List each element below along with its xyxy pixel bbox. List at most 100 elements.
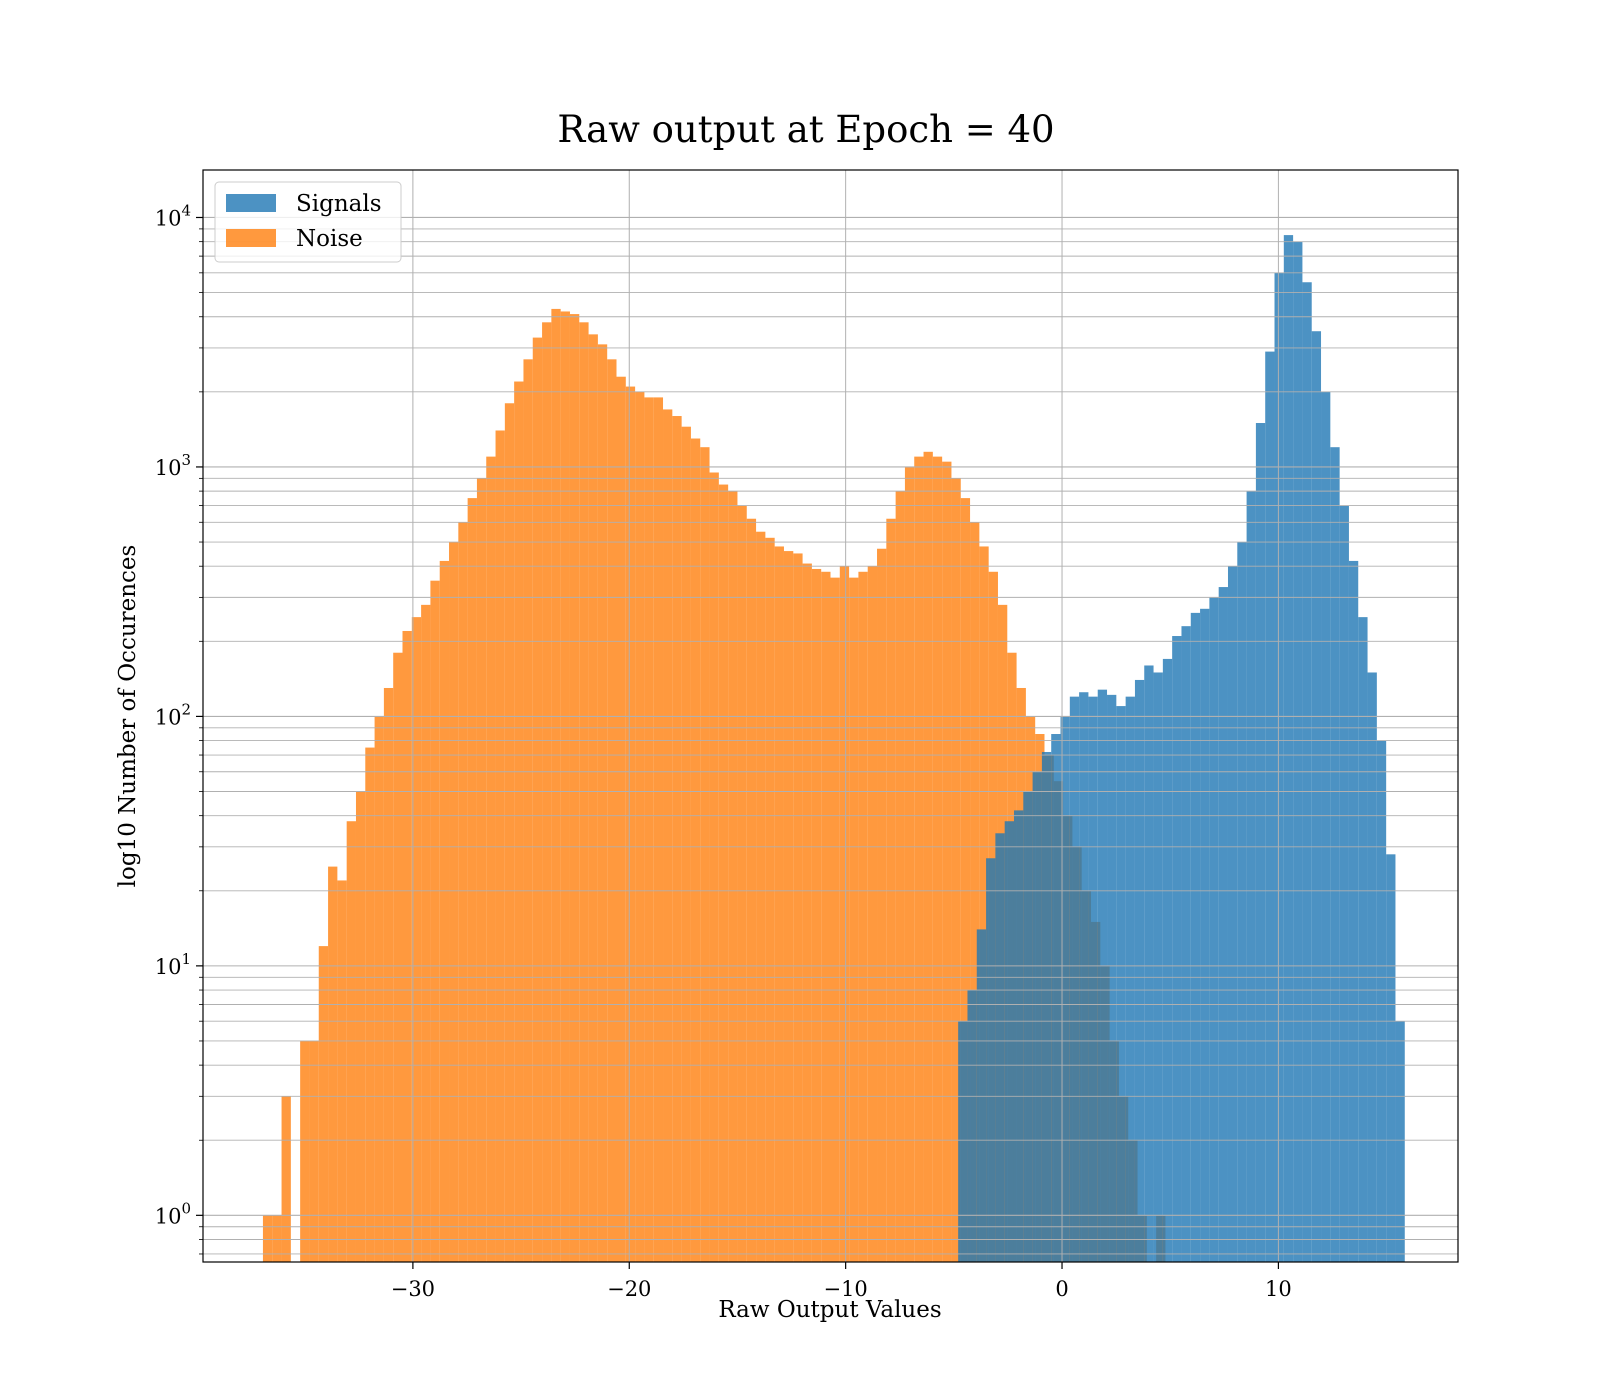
noise-bar	[514, 381, 524, 1262]
noise-bar	[625, 386, 636, 1262]
noise-bar	[858, 571, 868, 1262]
noise-bar	[272, 1215, 282, 1262]
signals-bar	[967, 990, 977, 1262]
noise-bar	[476, 478, 487, 1262]
signals-bar	[1376, 740, 1387, 1262]
noise-bar	[411, 617, 422, 1262]
x-tick-label: 10	[1265, 1277, 1292, 1301]
noise-bar	[942, 461, 952, 1262]
noise-bar	[802, 563, 812, 1262]
noise-bar	[663, 409, 673, 1262]
noise-bar	[737, 505, 747, 1263]
y-tick-label: 102	[155, 700, 191, 729]
noise-bar	[597, 344, 608, 1262]
noise-bar	[923, 451, 933, 1262]
signals-bar	[1125, 696, 1135, 1262]
noise-bar	[932, 456, 943, 1262]
noise-bar	[756, 531, 766, 1262]
signals-bar	[1358, 617, 1368, 1262]
noise-bar	[458, 522, 468, 1262]
y-tick-label: 104	[155, 201, 191, 230]
signals-bar	[1134, 679, 1145, 1262]
noise-bar	[635, 391, 645, 1263]
signals-bar	[1041, 751, 1052, 1262]
noise-bar	[328, 866, 338, 1262]
signals-bar	[1013, 810, 1024, 1262]
signals-bar	[1283, 235, 1294, 1263]
noise-bar	[523, 359, 533, 1263]
signals-bar	[1153, 672, 1163, 1262]
noise-bar	[616, 376, 626, 1263]
signals-bars	[958, 235, 1405, 1263]
y-axis-label: log10 Number of Occurences	[115, 545, 141, 888]
signals-bar	[1227, 566, 1238, 1262]
noise-bar	[700, 447, 710, 1262]
legend-swatch-noise	[226, 229, 276, 247]
noise-bar	[765, 537, 775, 1262]
signals-bar	[1265, 351, 1275, 1263]
noise-bar	[421, 604, 431, 1262]
x-tick-label: −10	[823, 1277, 867, 1301]
noise-bar	[346, 821, 356, 1262]
noise-bar	[579, 322, 589, 1262]
noise-bar	[914, 456, 924, 1262]
signals-bar	[1051, 734, 1061, 1262]
signals-bar	[1181, 626, 1191, 1262]
signals-bar	[1321, 391, 1331, 1263]
noise-bar	[551, 308, 561, 1262]
noise-bar	[318, 946, 329, 1262]
signals-bar	[1348, 560, 1359, 1262]
signals-bar	[1237, 542, 1247, 1262]
noise-bar	[560, 311, 570, 1263]
signals-bar	[1116, 706, 1126, 1262]
noise-bar	[839, 566, 850, 1262]
noise-bar	[681, 426, 691, 1262]
noise-bar	[811, 568, 822, 1262]
signals-bar	[1386, 854, 1396, 1262]
signals-bar	[1107, 694, 1117, 1262]
noise-bar	[793, 553, 803, 1262]
y-axis-ticks: 100 101 102 103 104	[155, 201, 203, 1255]
noise-bar	[504, 403, 515, 1262]
noise-bar	[569, 314, 580, 1263]
noise-bar	[644, 397, 654, 1262]
noise-bar	[867, 566, 878, 1262]
signals-bar	[1274, 272, 1284, 1262]
x-tick-label: −20	[607, 1277, 651, 1301]
signals-bar	[1246, 491, 1256, 1262]
noise-bar	[718, 484, 729, 1262]
noise-bar	[486, 456, 496, 1262]
noise-bar	[449, 542, 459, 1262]
legend-label-noise: Noise	[296, 226, 363, 252]
grid-lines	[203, 170, 1458, 1262]
noise-bar	[495, 430, 505, 1262]
noise-bar	[849, 577, 859, 1262]
noise-bar	[970, 522, 980, 1262]
signals-bar	[1209, 597, 1219, 1262]
noise-bar	[783, 551, 794, 1262]
x-tick-label: 0	[1055, 1277, 1068, 1301]
noise-bar	[979, 546, 989, 1262]
signals-bar	[1330, 447, 1340, 1262]
noise-bar	[383, 687, 394, 1262]
noise-bar	[877, 548, 887, 1262]
noise-bar	[337, 880, 347, 1262]
chart-title: Raw output at Epoch = 40	[557, 108, 1054, 151]
noise-bar	[960, 498, 971, 1262]
x-axis-label: Raw Output Values	[718, 1297, 941, 1323]
noise-bar	[821, 571, 831, 1262]
signals-bar	[986, 858, 996, 1262]
noise-bar	[830, 577, 840, 1262]
noise-bar	[309, 1040, 319, 1262]
noise-bar	[262, 1215, 273, 1262]
signals-bar	[1088, 696, 1098, 1262]
noise-bar	[904, 466, 915, 1262]
x-tick-label: −30	[391, 1277, 435, 1301]
noise-bar	[774, 546, 784, 1262]
signals-bar	[1311, 331, 1322, 1263]
signals-bar	[1190, 612, 1201, 1262]
signals-bar	[1395, 1021, 1405, 1262]
signals-bar	[1023, 791, 1033, 1262]
legend: Signals Noise	[214, 181, 402, 263]
noise-bar	[690, 438, 701, 1262]
